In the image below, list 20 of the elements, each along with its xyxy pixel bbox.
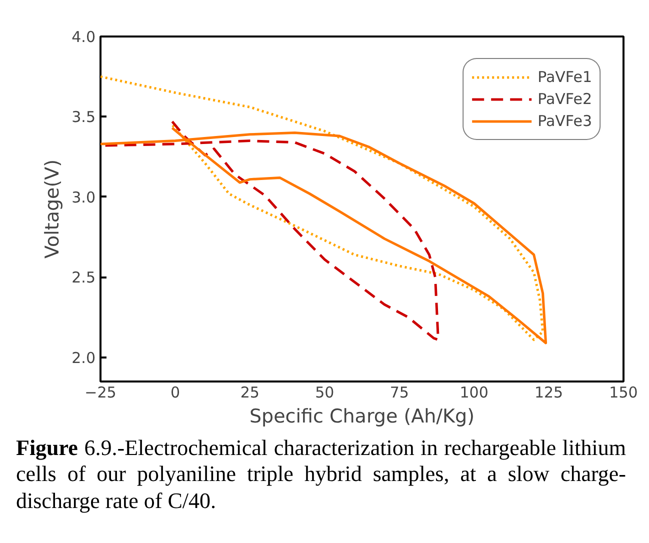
x-tick-label: 150 (609, 384, 638, 402)
caption: Figure 6.9.-Electrochemical characterization in rechargeable lithium cells of our polyaniline triple hybrid samples, at a slow charge-discharge rate of C/40. (16, 435, 626, 514)
legend-label: PaVFe2 (538, 90, 592, 108)
y-tick-label: 3.0 (72, 188, 96, 206)
legend-label: PaVFe3 (538, 112, 592, 130)
y-tick-label: 2.5 (72, 268, 96, 287)
y-tick-label: 2.0 (72, 348, 96, 367)
x-tick-label: 100 (460, 384, 488, 402)
x-tick-label: 50 (315, 384, 334, 402)
x-tick-label: −25 (84, 384, 116, 402)
y-axis-title: Voltage(V) (42, 159, 64, 259)
x-axis-title: Specific Charge (Ah/Kg) (250, 406, 475, 428)
legend-label: PaVFe1 (538, 68, 592, 86)
x-tick-label: 25 (240, 384, 260, 402)
x-tick-label: 125 (534, 384, 564, 402)
y-tick-label: 3.5 (72, 108, 96, 126)
line-series (100, 126, 548, 344)
x-tick-label: 75 (390, 384, 409, 402)
y-tick-label: 4.0 (72, 28, 96, 46)
x-tick-label: 0 (170, 384, 180, 402)
